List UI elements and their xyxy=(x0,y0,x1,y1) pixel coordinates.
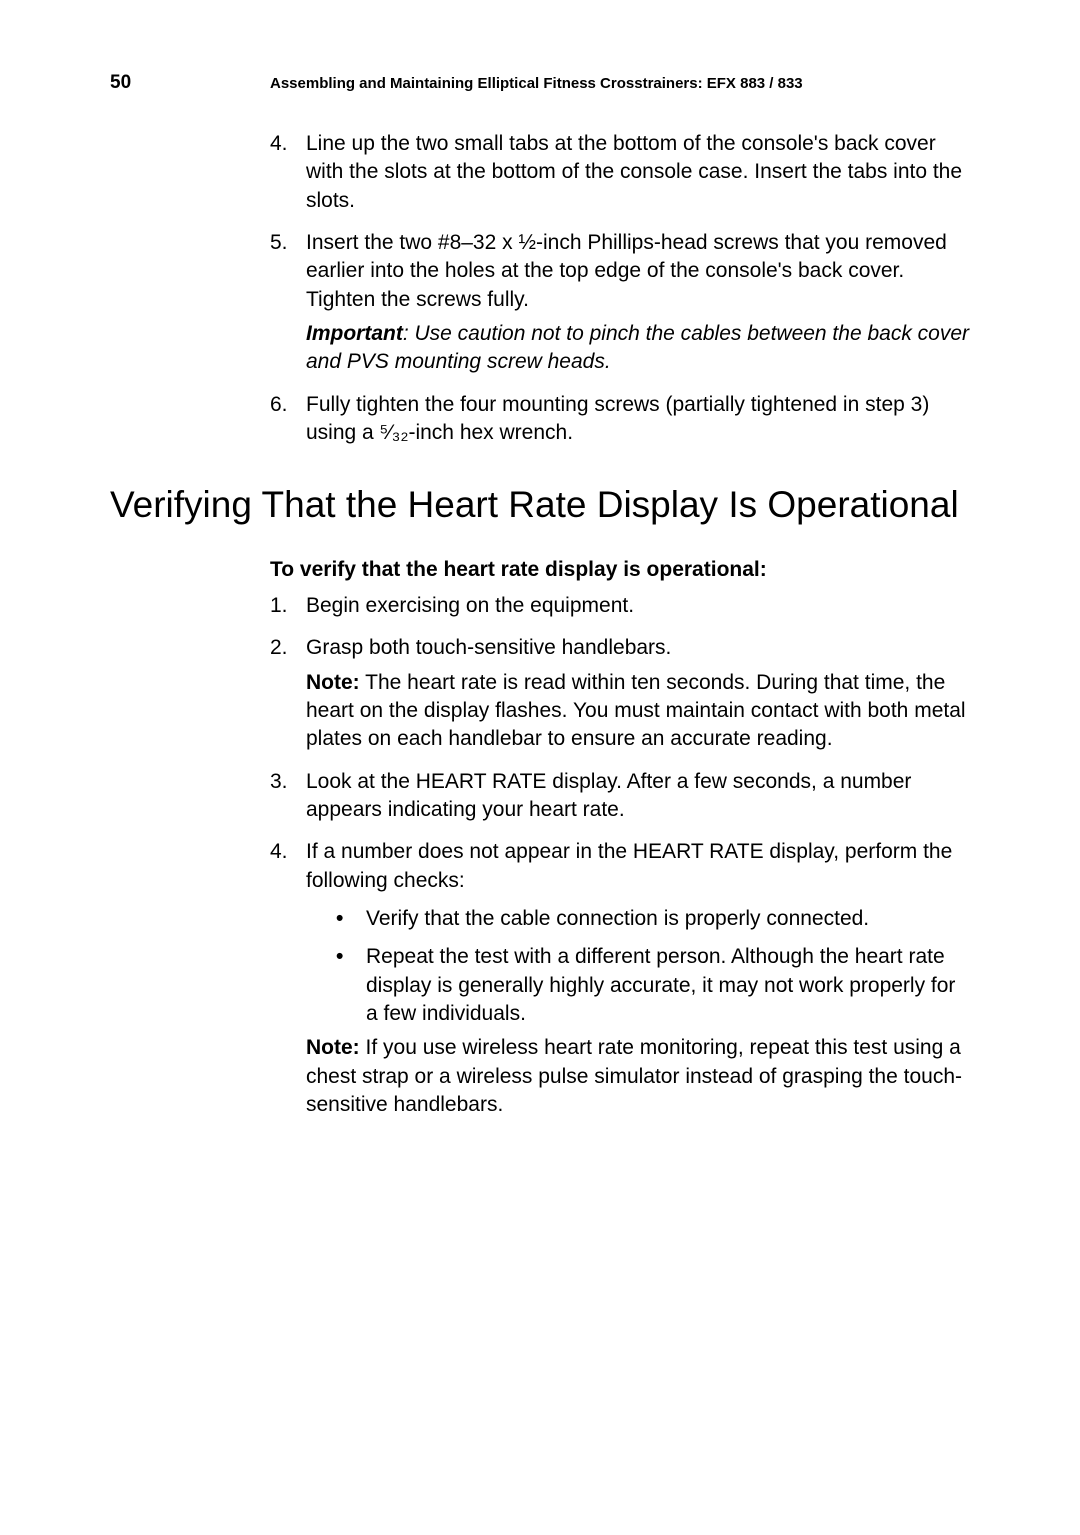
list-item: 4. Line up the two small tabs at the bot… xyxy=(270,130,970,215)
list-number: 1. xyxy=(270,592,306,620)
note-block: Note: The heart rate is read within ten … xyxy=(306,669,970,754)
list-number: 4. xyxy=(270,838,306,1119)
bullet-dot-icon: • xyxy=(336,905,366,933)
bullet-dot-icon: • xyxy=(336,943,366,1028)
list-text: Line up the two small tabs at the bottom… xyxy=(306,130,970,215)
sub-heading: To verify that the heart rate display is… xyxy=(270,558,970,582)
list-number: 2. xyxy=(270,634,306,753)
important-block: Important: Use caution not to pinch the … xyxy=(306,320,970,377)
list-number: 6. xyxy=(270,391,306,448)
list-text: Fully tighten the four mounting screws (… xyxy=(306,391,970,448)
verify-section: To verify that the heart rate display is… xyxy=(270,558,970,1120)
list-number: 3. xyxy=(270,768,306,825)
important-text: : Use caution not to pinch the cables be… xyxy=(306,322,969,373)
list-text: Insert the two #8–32 x ½-inch Phillips-h… xyxy=(306,229,970,377)
list-item: 2. Grasp both touch-sensitive handlebars… xyxy=(270,634,970,753)
header-title: Assembling and Maintaining Elliptical Fi… xyxy=(270,75,803,92)
note-label: Note: xyxy=(306,1036,360,1059)
bullet-text: Repeat the test with a different person.… xyxy=(366,943,970,1028)
note-text: If you use wireless heart rate monitorin… xyxy=(306,1036,962,1116)
note-text: The heart rate is read within ten second… xyxy=(306,671,966,751)
page-container: 50 Assembling and Maintaining Elliptical… xyxy=(0,0,1080,1119)
list-text: Grasp both touch-sensitive handlebars. N… xyxy=(306,634,970,753)
list-text-span: Grasp both touch-sensitive handlebars. xyxy=(306,636,671,659)
list-text: Look at the HEART RATE display. After a … xyxy=(306,768,970,825)
list-item: 6. Fully tighten the four mounting screw… xyxy=(270,391,970,448)
list-number: 5. xyxy=(270,229,306,377)
list-text-span: Insert the two #8–32 x ½-inch Phillips-h… xyxy=(306,231,947,311)
note-label: Note: xyxy=(306,671,360,694)
important-label: Important xyxy=(306,322,403,345)
list-text: Begin exercising on the equipment. xyxy=(306,592,970,620)
list-item: 4. If a number does not appear in the HE… xyxy=(270,838,970,1119)
bullet-text: Verify that the cable connection is prop… xyxy=(366,905,970,933)
note-block: Note: If you use wireless heart rate mon… xyxy=(306,1034,970,1119)
header-row: 50 Assembling and Maintaining Elliptical… xyxy=(110,72,970,94)
list-item: 5. Insert the two #8–32 x ½-inch Phillip… xyxy=(270,229,970,377)
list-item: 3. Look at the HEART RATE display. After… xyxy=(270,768,970,825)
bullet-item: • Verify that the cable connection is pr… xyxy=(336,905,970,933)
page-number: 50 xyxy=(110,72,270,94)
list-item: 1. Begin exercising on the equipment. xyxy=(270,592,970,620)
list-text-span: If a number does not appear in the HEART… xyxy=(306,840,952,891)
top-list: 4. Line up the two small tabs at the bot… xyxy=(270,130,970,447)
list-number: 4. xyxy=(270,130,306,215)
bullet-item: • Repeat the test with a different perso… xyxy=(336,943,970,1028)
section-heading: Verifying That the Heart Rate Display Is… xyxy=(110,483,970,527)
list-text: If a number does not appear in the HEART… xyxy=(306,838,970,1119)
